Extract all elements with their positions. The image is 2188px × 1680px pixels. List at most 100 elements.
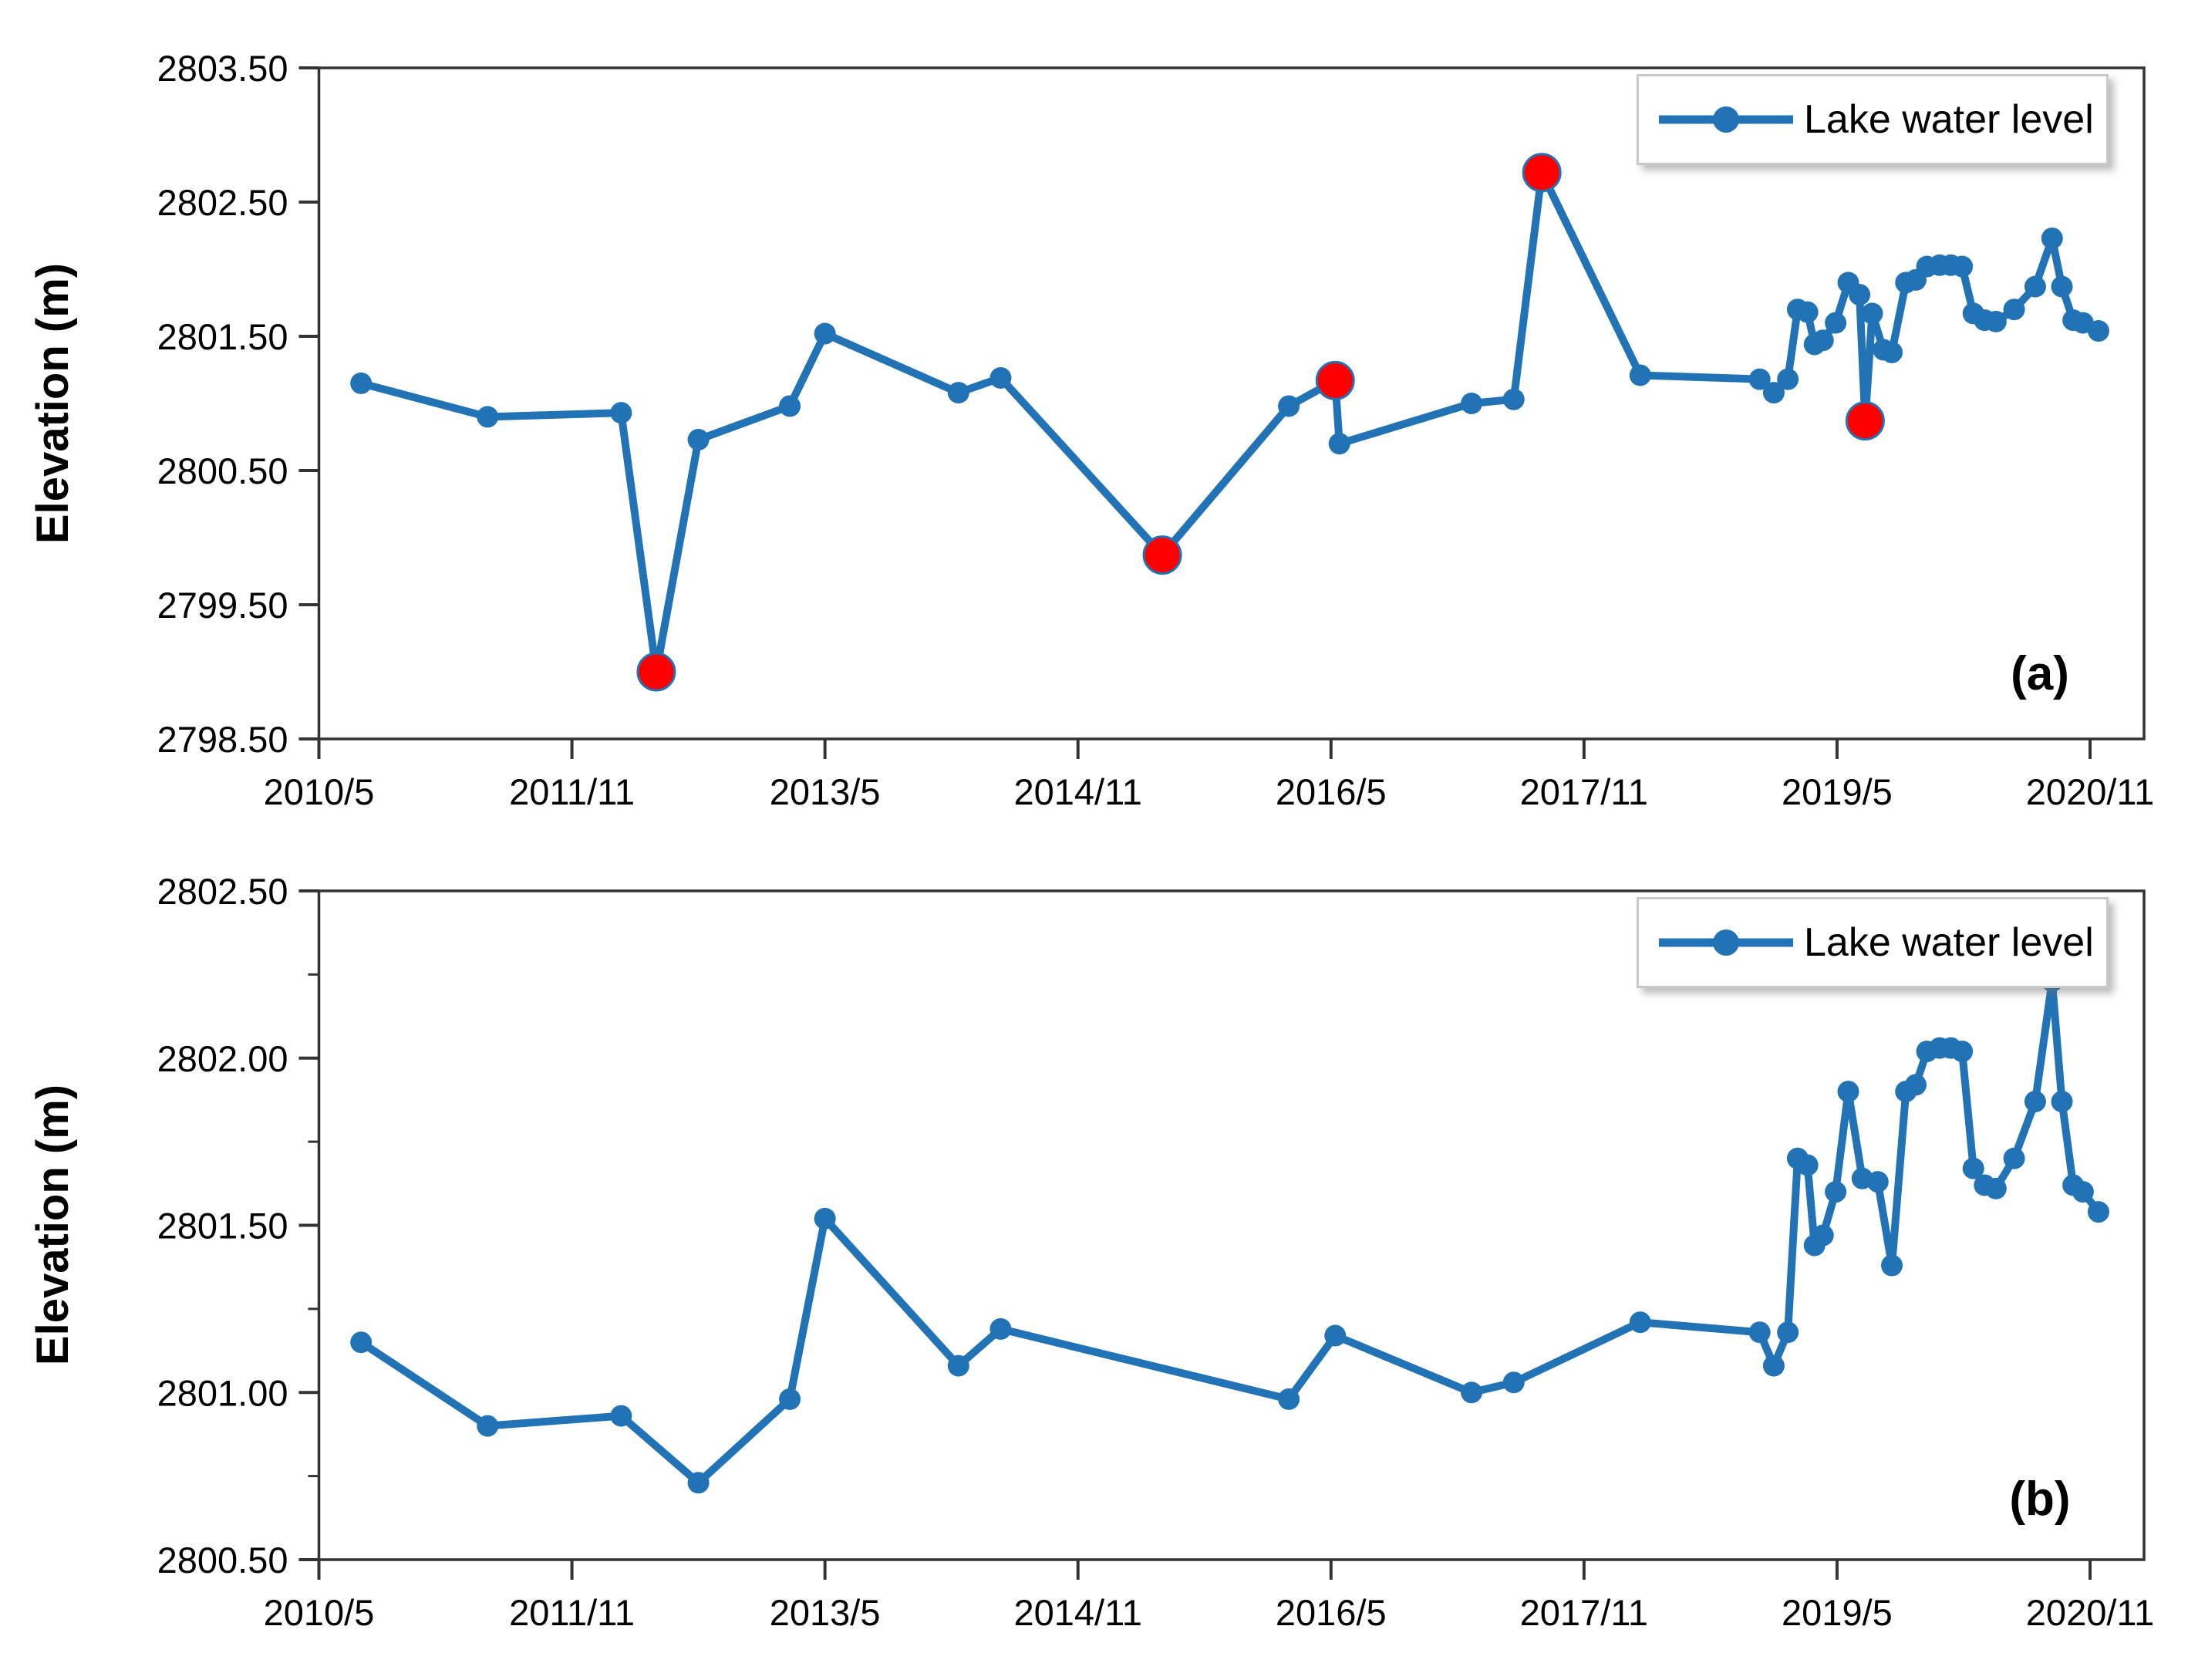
x-axis-tick-label: 2020/11 xyxy=(2026,1592,2154,1633)
x-axis-tick-label: 2011/11 xyxy=(509,1592,635,1633)
y-axis-tick-label: 2801.00 xyxy=(157,1372,288,1413)
data-point-marker xyxy=(1777,368,1799,390)
data-point-marker xyxy=(2003,299,2025,321)
data-point-marker xyxy=(1328,433,1350,455)
data-point-marker xyxy=(350,1331,373,1354)
data-point-marker xyxy=(1962,1157,1984,1179)
data-point-marker xyxy=(687,1472,710,1494)
x-axis-tick-label: 2014/11 xyxy=(1014,1592,1142,1633)
data-point-marker xyxy=(1748,1321,1771,1344)
x-axis-tick-label: 2013/5 xyxy=(770,1592,881,1633)
panel-a-legend-label: Lake water level xyxy=(1804,97,2094,142)
x-axis-tick-label: 2017/11 xyxy=(1520,771,1648,812)
y-axis-tick-label: 2803.50 xyxy=(157,48,288,89)
data-point-marker xyxy=(1461,393,1483,414)
data-point-marker xyxy=(947,382,969,404)
panel-a-legend: Lake water level xyxy=(1637,74,2109,165)
data-point-marker xyxy=(1796,1154,1819,1176)
panel-a-plot-border xyxy=(317,66,2146,740)
outlier-point-marker xyxy=(1845,401,1885,441)
data-point-marker xyxy=(779,1388,801,1410)
data-point-marker xyxy=(2003,1147,2025,1169)
data-point-marker xyxy=(1762,382,1785,404)
data-point-marker xyxy=(2024,1091,2046,1113)
data-point-marker xyxy=(1278,395,1300,417)
x-axis-tick-label: 2019/5 xyxy=(1782,1592,1893,1633)
outlier-point-marker xyxy=(1142,535,1182,575)
data-point-marker xyxy=(687,428,710,450)
data-point-marker xyxy=(989,366,1012,389)
y-axis-tick-label: 2802.00 xyxy=(157,1038,288,1079)
data-point-marker xyxy=(1849,284,1871,306)
x-axis-tick-label: 2016/5 xyxy=(1276,1592,1387,1633)
data-point-marker xyxy=(814,322,836,345)
data-point-marker xyxy=(1461,1381,1483,1404)
x-axis-tick-label: 2010/5 xyxy=(264,771,375,812)
y-axis-tick-label: 2802.50 xyxy=(157,182,288,223)
data-point-marker xyxy=(2072,1181,2094,1203)
data-point-marker xyxy=(1796,301,1819,323)
panel-b-legend: Lake water level xyxy=(1637,897,2109,988)
panel-a-label: (a) xyxy=(2011,647,2069,700)
panel-b-plot-border xyxy=(317,889,2146,1561)
data-point-marker xyxy=(1825,1181,1847,1203)
data-point-marker xyxy=(1837,1081,1859,1103)
data-point-marker xyxy=(1502,388,1525,410)
x-axis-tick-label: 2020/11 xyxy=(2026,771,2154,812)
data-point-marker xyxy=(947,1354,969,1377)
data-point-marker xyxy=(1904,1074,1927,1096)
panel-b-label: (b) xyxy=(2009,1473,2071,1526)
data-point-marker xyxy=(1762,1354,1785,1377)
x-axis-tick-label: 2016/5 xyxy=(1276,771,1387,812)
legend-line-marker-icon xyxy=(1659,106,1793,133)
y-axis-tick-label: 2800.50 xyxy=(157,1540,288,1580)
data-point-marker xyxy=(2041,227,2063,249)
data-point-marker xyxy=(1881,1254,1903,1277)
y-axis-tick-label: 2801.50 xyxy=(157,1206,288,1247)
data-point-marker xyxy=(1812,1224,1834,1247)
data-point-marker xyxy=(1825,312,1847,334)
outlier-point-marker xyxy=(1315,360,1355,400)
data-point-marker xyxy=(477,406,499,428)
data-point-marker xyxy=(1278,1388,1300,1410)
legend-line-marker-icon xyxy=(1659,929,1793,956)
data-point-marker xyxy=(2087,1201,2109,1223)
x-axis-tick-label: 2013/5 xyxy=(770,771,881,812)
outlier-point-marker xyxy=(636,652,676,692)
data-point-marker xyxy=(1812,329,1834,352)
x-axis-tick-label: 2010/5 xyxy=(264,1592,375,1633)
x-axis-tick-label: 2017/11 xyxy=(1520,1592,1648,1633)
y-axis-tick-label: 2800.50 xyxy=(157,450,288,491)
panel-a-y-axis-title: Elevation (m) xyxy=(28,262,78,545)
y-axis-tick-label: 2801.50 xyxy=(157,316,288,357)
data-point-marker xyxy=(2087,320,2109,342)
data-point-marker xyxy=(1748,368,1771,390)
data-point-marker xyxy=(2051,1091,2073,1113)
x-axis-tick-label: 2014/11 xyxy=(1014,771,1142,812)
data-point-marker xyxy=(1777,1321,1799,1344)
data-point-marker xyxy=(814,1207,836,1230)
y-axis-tick-label: 2798.50 xyxy=(157,719,288,760)
y-axis-tick-label: 2799.50 xyxy=(157,585,288,626)
data-point-marker xyxy=(1881,341,1903,363)
x-axis-tick-label: 2011/11 xyxy=(509,771,635,812)
outlier-point-marker xyxy=(1522,153,1562,193)
data-point-marker xyxy=(989,1317,1012,1340)
data-point-marker xyxy=(1866,1171,1889,1193)
data-point-marker xyxy=(779,395,801,417)
y-axis-tick-label: 2802.50 xyxy=(157,871,288,912)
data-point-marker xyxy=(610,1405,632,1427)
data-point-marker xyxy=(1984,1177,2007,1199)
panel-b-y-axis-title: Elevation (m) xyxy=(28,1084,78,1366)
data-point-marker xyxy=(2024,275,2046,298)
panel-b-legend-label: Lake water level xyxy=(1804,920,2094,965)
data-point-marker xyxy=(1951,1041,1974,1063)
data-point-marker xyxy=(1629,364,1651,386)
data-point-marker xyxy=(2051,275,2073,298)
data-point-marker xyxy=(350,372,373,394)
data-point-marker xyxy=(1984,310,2007,332)
data-point-marker xyxy=(1629,1311,1651,1334)
x-axis-tick-label: 2019/5 xyxy=(1782,771,1893,812)
